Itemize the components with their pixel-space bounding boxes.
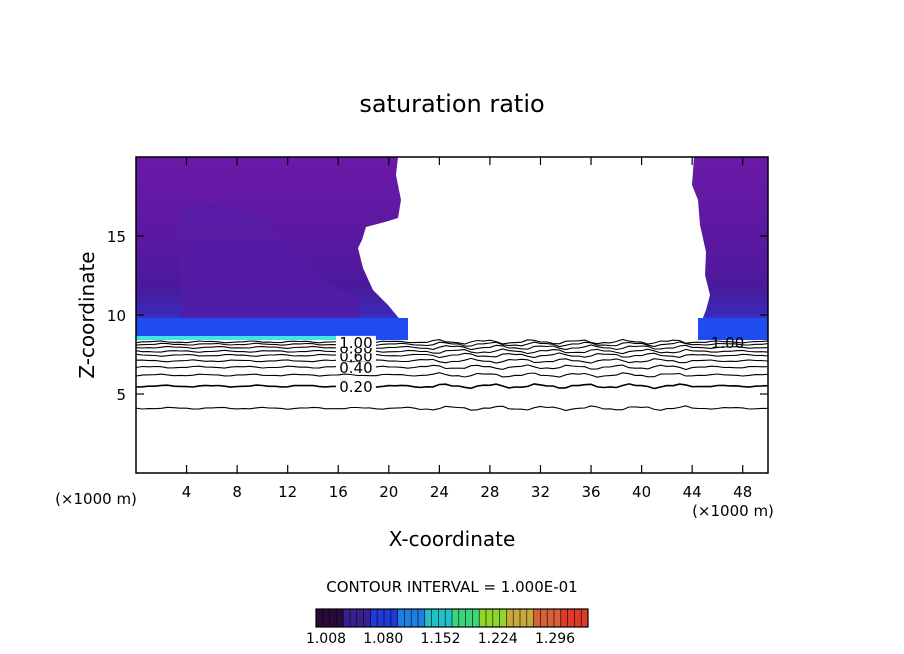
contour-lines: 0.200.400.600.801.00 1.00 bbox=[136, 334, 768, 412]
colorbar-swatch bbox=[390, 609, 399, 627]
y-tick-label: 10 bbox=[107, 307, 126, 325]
colorbar-swatch bbox=[322, 609, 331, 627]
colorbar-labels: 1.008 1.080 1.152 1.224 1.296 bbox=[306, 631, 575, 647]
x-unit-left: (×1000 m) bbox=[55, 490, 137, 508]
colorbar-swatch bbox=[384, 609, 392, 627]
colorbar-swatch bbox=[356, 609, 365, 627]
x-unit-right: (×1000 m) bbox=[692, 502, 774, 520]
left-inner-patch bbox=[180, 205, 360, 330]
x-axis-ticks: 4 8 12 16 20 24 28 32 36 40 44 48 bbox=[182, 157, 752, 501]
x-tick-label: 12 bbox=[278, 483, 297, 501]
colorbar-swatch bbox=[554, 609, 562, 627]
contour-line bbox=[136, 344, 768, 351]
colorbar-swatch bbox=[377, 609, 385, 627]
contour-label: 0.40 bbox=[339, 359, 372, 377]
colorbar-tick-label: 1.008 bbox=[306, 631, 346, 647]
x-tick-label: 20 bbox=[379, 483, 398, 501]
colorbar-swatch bbox=[452, 609, 460, 627]
contour-line bbox=[136, 338, 768, 345]
colorbar-swatch bbox=[438, 609, 446, 627]
contour-line bbox=[136, 405, 768, 412]
colorbar-swatch bbox=[506, 609, 514, 627]
x-tick-label: 32 bbox=[531, 483, 550, 501]
x-tick-label: 8 bbox=[232, 483, 242, 501]
colorbar-swatch bbox=[316, 609, 324, 627]
colorbar bbox=[315, 608, 589, 628]
colorbar-swatch bbox=[486, 609, 494, 627]
colorbar-swatch bbox=[574, 609, 582, 627]
colorbar-tick-label: 1.152 bbox=[420, 631, 460, 647]
y-axis-label: Z-coordinate bbox=[75, 251, 99, 378]
x-tick-label: 16 bbox=[329, 483, 348, 501]
colorbar-swatch bbox=[520, 609, 528, 627]
y-tick-label: 5 bbox=[116, 386, 126, 404]
y-tick-label: 15 bbox=[107, 228, 126, 246]
x-tick-label: 48 bbox=[733, 483, 752, 501]
colorbar-swatch bbox=[526, 609, 535, 627]
contour-label: 0.20 bbox=[339, 378, 372, 396]
colorbar-swatch bbox=[540, 609, 548, 627]
colorbar-swatch bbox=[492, 609, 501, 627]
colorbar-swatch bbox=[424, 609, 433, 627]
contour-label-bg bbox=[335, 335, 376, 348]
contour-line bbox=[136, 364, 768, 371]
x-tick-label: 4 bbox=[182, 483, 192, 501]
x-tick-label: 28 bbox=[480, 483, 499, 501]
colorbar-swatch bbox=[472, 609, 480, 627]
cyan-band bbox=[136, 336, 336, 340]
colorbar-swatch bbox=[547, 609, 555, 627]
colorbar-swatch bbox=[499, 609, 507, 627]
x-tick-label: 36 bbox=[581, 483, 600, 501]
colorbar-swatch bbox=[363, 609, 371, 627]
contour-line bbox=[136, 372, 768, 378]
chart-title: saturation ratio bbox=[359, 90, 544, 118]
contour-interval-text: CONTOUR INTERVAL = 1.000E-01 bbox=[326, 578, 577, 596]
colorbar-swatch bbox=[431, 609, 439, 627]
contour-line bbox=[136, 348, 768, 355]
contour-label-bg bbox=[335, 380, 376, 393]
colorbar-swatch bbox=[343, 609, 351, 627]
right-shaded-region bbox=[692, 157, 768, 340]
contour-line bbox=[136, 341, 768, 348]
contour-line bbox=[136, 357, 768, 364]
y-axis-ticks: 5 10 15 bbox=[107, 228, 768, 404]
blue-band-right bbox=[698, 318, 768, 340]
x-tick-label: 44 bbox=[683, 483, 702, 501]
colorbar-tick-label: 1.296 bbox=[535, 631, 575, 647]
colorbar-swatch bbox=[465, 609, 473, 627]
contour-line bbox=[136, 383, 768, 390]
colorbar-swatch bbox=[397, 609, 405, 627]
x-axis-label: X-coordinate bbox=[389, 527, 516, 551]
colorbar-swatch bbox=[458, 609, 467, 627]
colorbar-swatch bbox=[567, 609, 575, 627]
contour-label: 1.00 bbox=[339, 334, 372, 352]
blue-band bbox=[136, 318, 408, 340]
x-tick-label: 24 bbox=[430, 483, 449, 501]
colorbar-swatch bbox=[404, 609, 412, 627]
colorbar-swatch bbox=[513, 609, 521, 627]
contour-line bbox=[136, 352, 768, 359]
contour-label-bg bbox=[335, 361, 376, 374]
colorbar-swatch bbox=[560, 609, 569, 627]
colorbar-swatch bbox=[411, 609, 419, 627]
colorbar-swatch bbox=[479, 609, 487, 627]
colorbar-swatch bbox=[581, 609, 589, 627]
colorbar-swatch bbox=[370, 609, 378, 627]
colorbar-frame bbox=[315, 608, 589, 628]
colorbar-swatch bbox=[533, 609, 541, 627]
colorbar-swatch bbox=[350, 609, 358, 627]
plot-area: 0.200.400.600.801.00 1.00 bbox=[136, 157, 768, 412]
colorbar-swatch bbox=[329, 609, 337, 627]
colorbar-swatch bbox=[418, 609, 426, 627]
colorbar-tick-label: 1.224 bbox=[478, 631, 518, 647]
colorbar-swatch bbox=[445, 609, 453, 627]
colorbar-tick-label: 1.080 bbox=[363, 631, 403, 647]
x-tick-label: 40 bbox=[632, 483, 651, 501]
contour-label-right: 1.00 bbox=[711, 334, 744, 352]
colorbar-swatch bbox=[336, 609, 344, 627]
